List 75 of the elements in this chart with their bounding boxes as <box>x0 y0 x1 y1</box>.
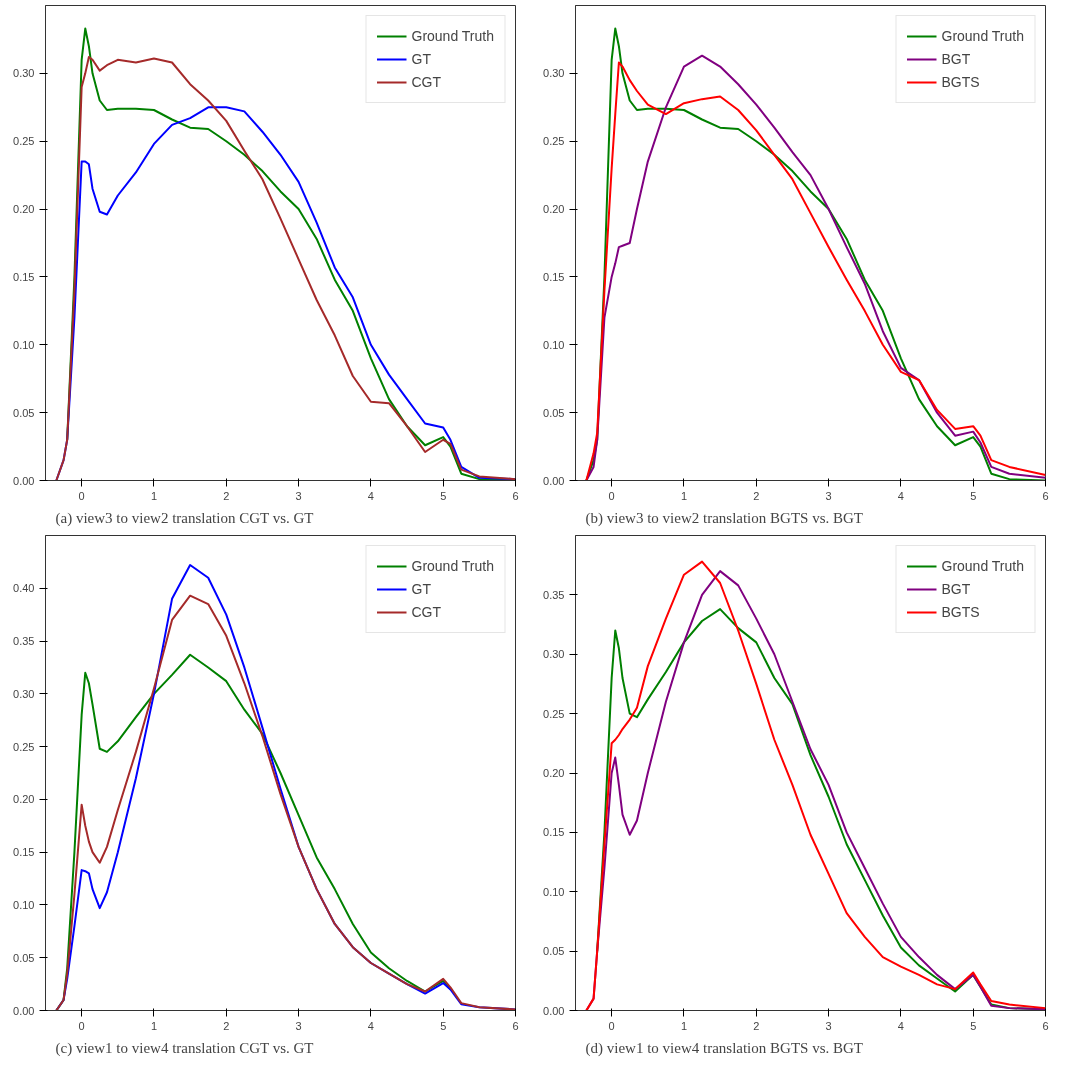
text: (d) view1 to view4 translation BGTS vs. BGT <box>585 1039 863 1057</box>
legend-label: BGT <box>941 581 971 597</box>
legend-label: BGTS <box>941 74 980 90</box>
legend-label: CGT <box>411 74 442 90</box>
y-tick-label: 0.00 <box>543 1004 565 1017</box>
x-tick-label: 3 <box>825 1019 832 1032</box>
x-tick-label: 3 <box>295 489 302 502</box>
x-tick-label: 3 <box>825 489 832 502</box>
x-tick-label: 1 <box>150 489 158 502</box>
x-tick-label: 6 <box>1042 1019 1049 1032</box>
x-tick-label: 6 <box>1042 489 1049 502</box>
legend-label: Ground Truth <box>411 28 494 44</box>
x-tick-label: 3 <box>295 1019 302 1032</box>
x-tick-label: 0 <box>78 1019 85 1032</box>
y-tick-label: 0.05 <box>13 951 35 964</box>
legend-label: CGT <box>411 604 442 620</box>
x-tick-label: 5 <box>440 1019 447 1032</box>
x-tick-label: 1 <box>680 1019 688 1032</box>
legend-label: BGT <box>941 51 971 67</box>
legend-label: GT <box>411 51 432 67</box>
y-tick-label: 0.20 <box>543 767 565 779</box>
x-tick-label: 4 <box>897 489 904 502</box>
x-tick-label: 0 <box>78 489 85 502</box>
x-tick-label: 2 <box>753 489 760 502</box>
y-tick-label: 0.35 <box>543 588 565 601</box>
legend-label: BGTS <box>941 604 980 620</box>
y-tick-label: 0.25 <box>13 135 35 148</box>
y-tick-label: 0.20 <box>13 793 35 806</box>
x-tick-label: 1 <box>680 489 688 502</box>
y-tick-label: 0.30 <box>13 67 35 80</box>
y-tick-label: 0.15 <box>543 270 565 283</box>
x-tick-label: 4 <box>367 1019 374 1032</box>
y-tick-label: 0.05 <box>543 406 565 419</box>
x-tick-label: 0 <box>608 1019 615 1032</box>
y-tick-label: 0.10 <box>13 898 35 911</box>
x-tick-label: 0 <box>608 489 615 502</box>
y-tick-label: 0.15 <box>13 846 35 859</box>
x-tick-label: 1 <box>150 1019 158 1032</box>
legend-label: Ground Truth <box>411 558 494 574</box>
y-tick-label: 0.15 <box>543 826 565 839</box>
legend-label: Ground Truth <box>941 28 1024 44</box>
y-tick-label: 0.05 <box>13 406 35 419</box>
y-tick-label: 0.00 <box>543 474 565 487</box>
y-tick-label: 0.35 <box>13 635 35 648</box>
y-tick-label: 0.10 <box>543 338 565 351</box>
y-tick-label: 0.00 <box>13 474 35 487</box>
y-tick-label: 0.30 <box>13 687 35 700</box>
x-tick-label: 6 <box>512 1019 519 1032</box>
y-tick-label: 0.15 <box>13 270 35 283</box>
x-tick-label: 2 <box>753 1019 760 1032</box>
y-tick-label: 0.30 <box>543 67 565 80</box>
x-tick-label: 5 <box>970 489 977 502</box>
legend-label: GT <box>411 581 432 597</box>
y-tick-label: 0.40 <box>13 582 35 595</box>
x-tick-label: 2 <box>223 1019 230 1032</box>
text: (c) view1 to view4 translation CGT vs. GT <box>55 1039 314 1057</box>
x-tick-label: 5 <box>440 489 447 502</box>
y-tick-label: 0.00 <box>13 1004 35 1017</box>
y-tick-label: 0.25 <box>13 740 35 753</box>
text: (a) view3 to view2 translation CGT vs. GT <box>55 509 314 527</box>
y-tick-label: 0.25 <box>543 707 565 720</box>
x-tick-label: 6 <box>512 489 519 502</box>
x-tick-label: 4 <box>367 489 374 502</box>
text: (b) view3 to view2 translation BGTS vs. BGT <box>585 509 863 527</box>
y-tick-label: 0.10 <box>13 338 35 351</box>
x-tick-label: 4 <box>897 1019 904 1032</box>
x-tick-label: 5 <box>970 1019 977 1032</box>
y-tick-label: 0.25 <box>543 135 565 148</box>
y-tick-label: 0.20 <box>13 203 35 216</box>
legend-label: Ground Truth <box>941 558 1024 574</box>
y-tick-label: 0.05 <box>543 945 565 958</box>
y-tick-label: 0.30 <box>543 648 565 661</box>
y-tick-label: 0.20 <box>543 203 565 216</box>
x-tick-label: 2 <box>223 489 230 502</box>
y-tick-label: 0.10 <box>543 885 565 898</box>
